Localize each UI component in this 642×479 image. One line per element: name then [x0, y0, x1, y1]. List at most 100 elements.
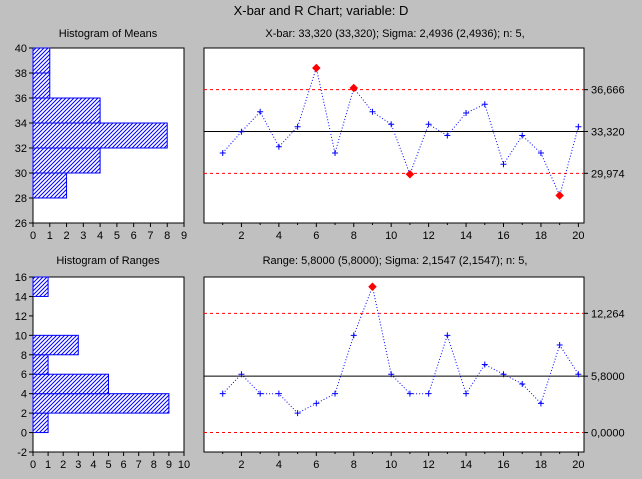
range-point — [313, 400, 320, 407]
hist_ranges-xtick-label: 1 — [45, 459, 51, 471]
xbar-plot-area — [203, 47, 585, 224]
xbar-point — [238, 128, 245, 135]
range-xtick-label: 12 — [423, 459, 435, 471]
range-xtick-label: 18 — [535, 459, 547, 471]
xbar-point — [332, 150, 339, 156]
xbar-xtick-label: 12 — [423, 230, 435, 242]
range-plot-area — [203, 276, 585, 453]
hist_ranges-xtick-label: 2 — [60, 459, 66, 471]
range-point — [537, 400, 544, 407]
range-right-label: 12,264 — [591, 308, 625, 320]
range-xtick-label: 20 — [572, 459, 584, 471]
xbar-point-out-of-control — [405, 170, 415, 179]
hist_means-bar — [32, 172, 68, 199]
range-right-label: 0,0000 — [591, 428, 625, 440]
range-xtick-label: 4 — [276, 459, 282, 471]
xbar-point — [481, 101, 488, 108]
hist-means-title: Histogram of Means — [59, 28, 158, 40]
range-point — [257, 390, 264, 397]
xbar-point — [388, 121, 395, 128]
xbar-point — [500, 161, 507, 168]
hist_means-bar — [32, 47, 51, 74]
hist_means-xtick-label: 6 — [131, 230, 137, 242]
range-xtick-label: 16 — [497, 459, 509, 471]
range-xtick-label: 10 — [385, 459, 397, 471]
hist_ranges-bar — [32, 393, 170, 414]
hist_ranges-xtick-label: 3 — [75, 459, 81, 471]
hist_means-ytick-label: 34 — [15, 118, 27, 130]
hist_ranges-ytick-label: 4 — [21, 389, 27, 401]
hist-ranges-title: Histogram of Ranges — [56, 255, 160, 267]
hist_means-ytick-label: 32 — [15, 143, 27, 155]
hist-ranges-plot-area — [32, 276, 185, 453]
xbar-point — [519, 132, 526, 139]
xbar-series-line — [222, 66, 579, 197]
hist_ranges-ytick-label: 0 — [21, 428, 27, 440]
hist_ranges-xtick-label: 0 — [30, 459, 36, 471]
xbar-point — [294, 123, 301, 130]
hist_ranges-bar — [32, 354, 49, 375]
range-point — [444, 332, 451, 339]
hist_ranges-xtick-label: 5 — [105, 459, 111, 471]
range-xtick-label: 14 — [460, 459, 472, 471]
range-point — [388, 371, 395, 378]
range-xtick-label: 2 — [238, 459, 244, 471]
hist_means-ytick-label: 26 — [15, 218, 27, 230]
xbar-point — [444, 132, 451, 139]
hist_ranges-ytick-label: 2 — [21, 408, 27, 420]
hist_means-xtick-label: 1 — [47, 230, 53, 242]
range-point — [238, 371, 245, 378]
xbar-point-out-of-control — [349, 83, 358, 93]
range-point — [406, 390, 413, 397]
xbar-xtick-label: 2 — [238, 230, 244, 242]
range-point — [500, 371, 507, 378]
hist_means-xtick-label: 5 — [114, 230, 120, 242]
hist_means-xtick-label: 9 — [181, 230, 187, 242]
hist_ranges-ytick-label: 6 — [21, 369, 27, 381]
xbar-xtick-label: 16 — [497, 230, 509, 242]
hist_ranges-xtick-label: 4 — [90, 459, 96, 471]
hist_means-xtick-label: 0 — [30, 230, 36, 242]
xbar-xtick-label: 14 — [460, 230, 472, 242]
range-point — [219, 390, 226, 397]
hist_ranges-bar — [32, 276, 49, 297]
hist_means-bar — [32, 122, 168, 149]
xbar-right-label: 29,974 — [591, 168, 625, 180]
hist_means-xtick-label: 3 — [80, 230, 86, 242]
hist_means-xtick-label: 4 — [97, 230, 103, 242]
xbar-title: X-bar: 33,320 (33,320); Sigma: 2,4936 (2… — [265, 28, 524, 40]
hist_means-xtick-label: 8 — [164, 230, 170, 242]
range-point — [275, 390, 282, 397]
hist_means-bar — [32, 72, 51, 99]
xbar-xtick-label: 20 — [572, 230, 584, 242]
hist_ranges-xtick-label: 10 — [178, 459, 190, 471]
xbar-right-label: 33,320 — [591, 127, 625, 139]
hist_means-ytick-label: 38 — [15, 68, 27, 80]
hist_means-ytick-label: 36 — [15, 93, 27, 105]
range-point — [463, 390, 470, 397]
range-xtick-label: 6 — [313, 459, 319, 471]
xbar-point — [425, 121, 432, 128]
range-point — [350, 332, 357, 339]
hist_ranges-xtick-label: 7 — [136, 459, 142, 471]
xbar-point — [369, 108, 376, 115]
range-title: Range: 5,8000 (5,8000); Sigma: 2,1547 (2… — [263, 255, 528, 267]
hist_ranges-bar — [32, 334, 79, 356]
hist_ranges-ytick-label: 12 — [15, 311, 27, 323]
hist_ranges-bar — [32, 412, 49, 434]
hist_means-xtick-label: 2 — [63, 230, 69, 242]
hist_ranges-xtick-label: 6 — [121, 459, 127, 471]
xbar-xtick-label: 10 — [385, 230, 397, 242]
hist_ranges-xtick-label: 9 — [166, 459, 172, 471]
xbar-point — [257, 108, 264, 115]
hist_ranges-ytick-label: 10 — [15, 330, 27, 342]
xbar-point — [537, 150, 544, 156]
hist_ranges-ytick-label: -2 — [17, 447, 27, 459]
range-point — [556, 342, 563, 349]
xbar-xtick-label: 18 — [535, 230, 547, 242]
range-point — [481, 361, 488, 368]
xbar-xtick-label: 8 — [351, 230, 357, 242]
hist_means-ytick-label: 40 — [15, 43, 27, 55]
